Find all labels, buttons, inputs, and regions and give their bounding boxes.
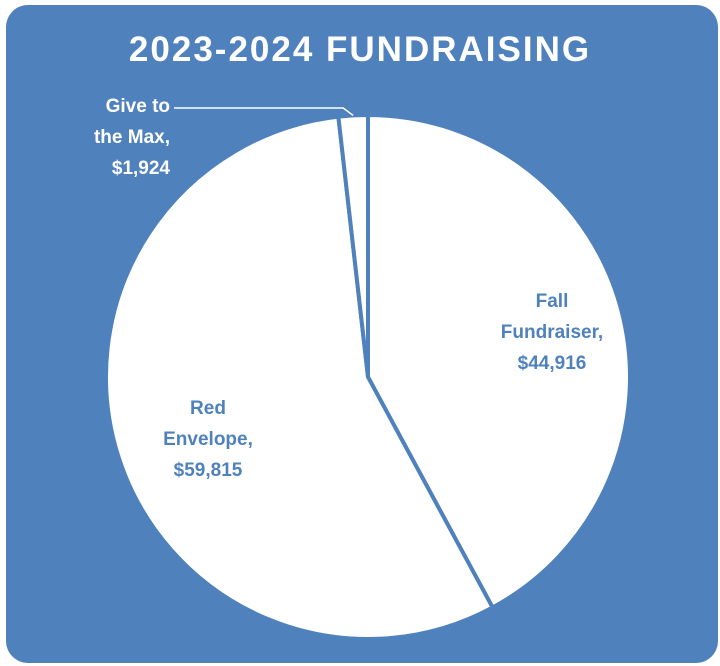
slice-label-fall-fundraiser: Fall Fundraiser, $44,916 — [501, 291, 603, 374]
pie-slice-red-envelope — [104, 114, 495, 641]
slice-label-give-to-the-max: Give to the Max, $1,924 — [94, 96, 170, 179]
pie-slice-fall-fundraiser — [366, 113, 632, 610]
slice-label-red-envelope: Red Envelope, $59,815 — [163, 398, 253, 481]
leader-line-give-to-the-max — [174, 107, 354, 117]
chart-title: 2023-2024 FUNDRAISING — [128, 30, 592, 69]
